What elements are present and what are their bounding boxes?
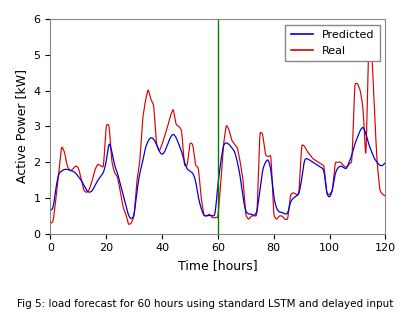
Line: Predicted: Predicted bbox=[51, 128, 386, 219]
Predicted bbox=[129, 217, 134, 221]
Predicted bbox=[231, 149, 236, 152]
Line: Real: Real bbox=[51, 44, 386, 224]
Real bbox=[161, 138, 166, 141]
Real bbox=[231, 141, 236, 145]
X-axis label: Time [hours]: Time [hours] bbox=[178, 259, 258, 272]
Predicted bbox=[48, 208, 53, 212]
Real bbox=[194, 164, 199, 168]
Y-axis label: Active Power [kW]: Active Power [kW] bbox=[15, 69, 28, 183]
Real bbox=[367, 42, 372, 46]
Real bbox=[92, 168, 97, 172]
Real bbox=[48, 222, 53, 225]
Legend: Predicted, Real: Predicted, Real bbox=[285, 25, 380, 61]
Real bbox=[383, 194, 388, 198]
Predicted bbox=[224, 141, 229, 145]
Predicted bbox=[161, 151, 166, 155]
Predicted bbox=[360, 126, 365, 129]
Real bbox=[104, 123, 109, 127]
Real bbox=[127, 222, 132, 226]
Predicted bbox=[104, 155, 109, 159]
Predicted bbox=[194, 182, 199, 185]
Text: Fig 5: load forecast for 60 hours using standard LSTM and delayed input: Fig 5: load forecast for 60 hours using … bbox=[17, 299, 394, 309]
Real bbox=[224, 124, 229, 128]
Predicted bbox=[92, 184, 97, 188]
Predicted bbox=[383, 161, 388, 165]
